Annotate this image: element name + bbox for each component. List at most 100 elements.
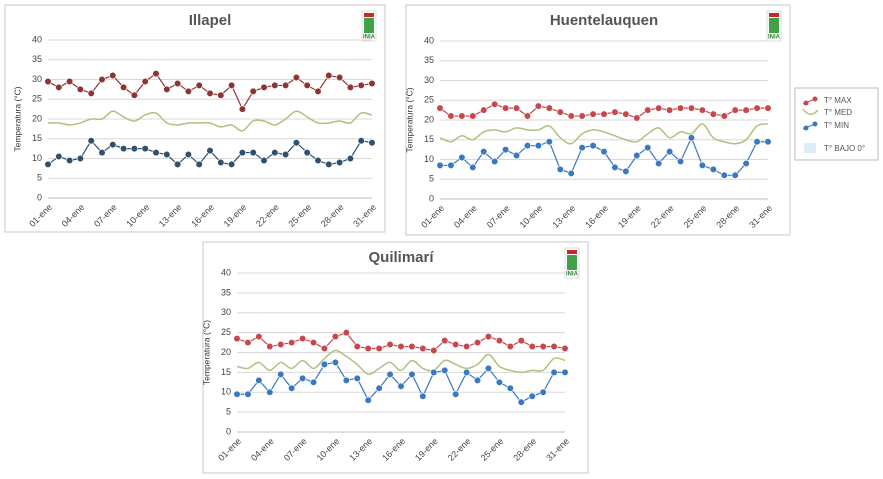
point <box>292 73 301 82</box>
point <box>320 360 329 369</box>
point <box>753 138 761 146</box>
point <box>386 340 394 349</box>
point <box>249 87 257 95</box>
y-tick-label: 20 <box>424 114 434 124</box>
point <box>336 158 344 167</box>
point <box>655 159 663 168</box>
point <box>65 156 74 165</box>
point <box>484 364 493 373</box>
point <box>720 171 728 179</box>
point <box>528 392 536 400</box>
point <box>44 77 52 86</box>
point <box>534 142 543 150</box>
point <box>141 145 149 153</box>
point <box>545 138 553 146</box>
point <box>244 338 252 347</box>
point <box>65 77 74 86</box>
point <box>152 69 160 78</box>
y-tick-label: 30 <box>221 307 231 317</box>
point <box>44 160 52 169</box>
point <box>550 342 558 351</box>
y-tick-label: 30 <box>32 74 42 84</box>
point <box>195 160 203 169</box>
logo-icon <box>364 18 374 33</box>
point <box>309 378 318 386</box>
y-tick-label: 35 <box>221 287 231 297</box>
point <box>342 376 350 384</box>
point <box>260 83 268 91</box>
point <box>539 388 547 396</box>
point <box>325 71 333 80</box>
point <box>419 392 427 400</box>
legend-swatch <box>812 96 818 102</box>
y-tick-label: 20 <box>221 347 231 357</box>
y-tick-label: 0 <box>226 426 231 436</box>
point <box>408 342 416 351</box>
point <box>119 83 128 91</box>
point <box>589 142 597 150</box>
point <box>271 148 279 157</box>
point <box>473 376 482 384</box>
point <box>665 148 674 156</box>
point <box>698 161 707 170</box>
point <box>331 333 340 341</box>
point <box>163 150 171 159</box>
point <box>314 156 322 165</box>
point <box>368 79 376 88</box>
y-tick-label: 25 <box>221 327 231 337</box>
point <box>512 104 521 112</box>
point <box>206 147 214 155</box>
y-tick-label: 15 <box>424 134 434 144</box>
y-tick-label: 10 <box>221 387 231 397</box>
series-line <box>439 123 769 145</box>
point <box>76 154 84 163</box>
point <box>277 370 285 378</box>
point <box>346 154 355 163</box>
legend-swatch <box>803 125 809 131</box>
point <box>556 165 564 173</box>
point <box>419 344 427 353</box>
point <box>469 112 477 120</box>
point <box>342 329 350 337</box>
point <box>447 161 455 170</box>
point <box>452 340 460 349</box>
point <box>320 344 329 353</box>
point <box>720 112 728 120</box>
legend-label: T° BAJO 0° <box>824 144 865 153</box>
point <box>441 336 449 345</box>
point <box>709 110 717 118</box>
legend-swatch <box>812 121 818 127</box>
point <box>206 89 214 97</box>
legend-swatch <box>802 108 819 115</box>
point <box>441 366 449 374</box>
point <box>633 114 641 122</box>
y-axis-label: Temperatura (°C) <box>404 87 414 152</box>
point <box>764 104 772 112</box>
point <box>578 144 586 152</box>
point <box>447 112 455 120</box>
point <box>408 370 416 378</box>
point <box>480 148 488 156</box>
point <box>436 104 444 112</box>
point <box>217 158 225 167</box>
point <box>98 148 106 157</box>
point <box>742 159 750 168</box>
logo-flag <box>769 13 779 17</box>
point <box>299 374 307 382</box>
y-tick-label: 35 <box>424 55 434 65</box>
point <box>109 71 117 80</box>
point <box>357 137 365 145</box>
y-tick-label: 0 <box>37 192 42 202</box>
point <box>622 110 630 118</box>
point <box>528 342 536 351</box>
point <box>764 138 772 146</box>
point <box>644 106 652 114</box>
point <box>260 156 268 165</box>
point <box>430 368 438 376</box>
point <box>357 81 365 90</box>
point <box>676 157 685 166</box>
point <box>87 137 95 145</box>
point <box>255 376 263 384</box>
y-tick-label: 5 <box>37 173 42 183</box>
